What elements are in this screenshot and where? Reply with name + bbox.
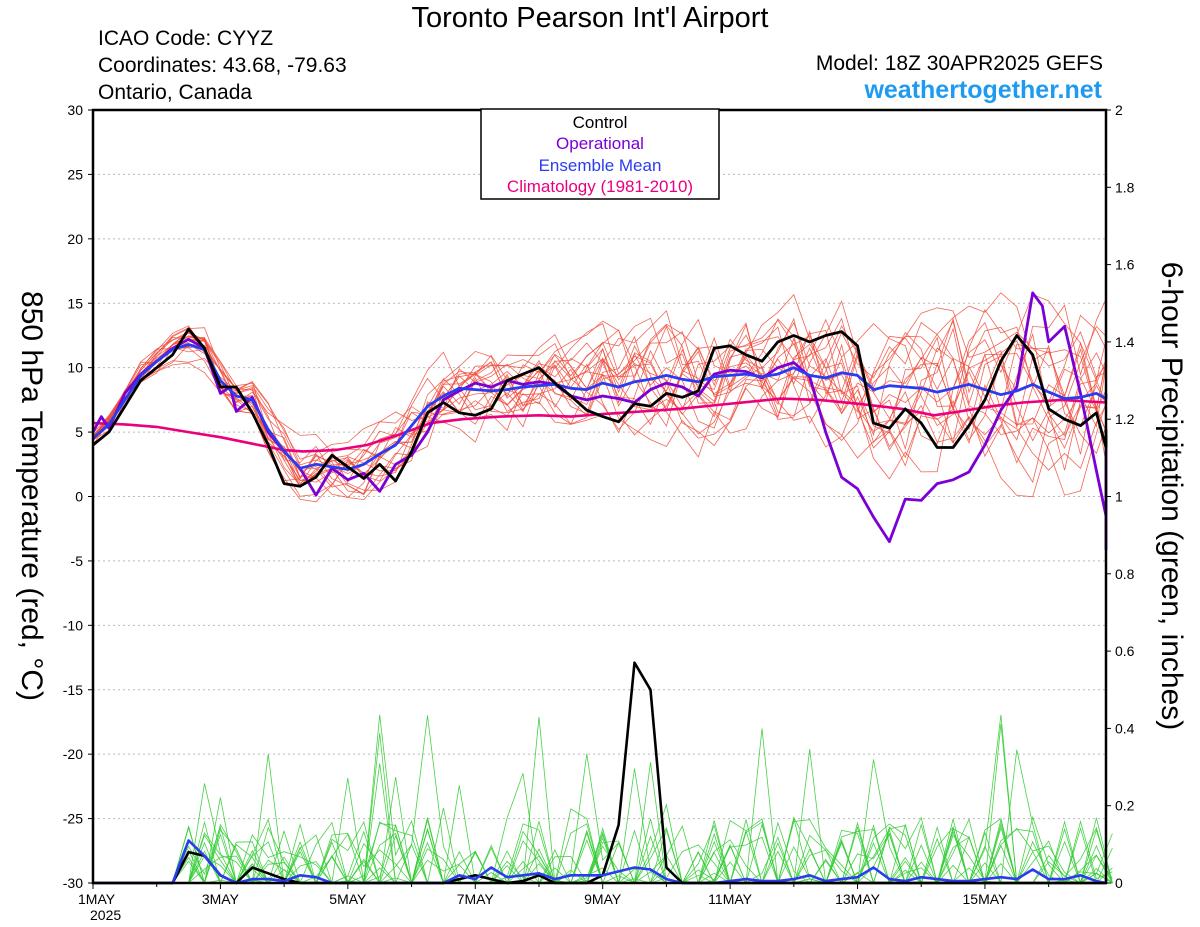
right-tick-label: 0.6	[1115, 643, 1135, 659]
model-run: Model: 18Z 30APR2025 GEFS	[815, 52, 1103, 75]
x-tick-label: 5MAY	[329, 891, 367, 907]
left-tick-label: -20	[63, 746, 83, 762]
left-tick-label: -5	[71, 553, 84, 569]
right-tick-label: 0.4	[1115, 720, 1135, 736]
legend-operational: Operational	[556, 134, 644, 153]
x-tick-label: 11MAY	[708, 891, 752, 907]
left-tick-label: 20	[67, 231, 83, 247]
icao-code: ICAO Code: CYYZ	[98, 27, 274, 50]
site-link[interactable]: weathertogether.net	[864, 76, 1102, 104]
right-tick-label: 1.2	[1115, 411, 1135, 427]
ensemble-member-temperature-line	[92, 322, 1107, 478]
grid-lines	[93, 173, 1106, 820]
x-tick-label: 7MAY	[457, 891, 495, 907]
right-axis: 2 1.8 1.6 1.4 1.2 1 0.8 0.6 0.4 0.2 0	[1106, 102, 1135, 891]
left-tick-label: 5	[75, 424, 83, 440]
series-ensemble-mean-precipitation	[93, 839, 1108, 885]
series-climatology-1981-2010	[92, 397, 1107, 453]
left-tick-label: 0	[75, 489, 83, 505]
legend-ensemble-mean: Ensemble Mean	[539, 156, 662, 175]
x-tick-label: 1MAY	[78, 891, 116, 907]
left-tick-label: 10	[67, 360, 83, 376]
right-tick-label: 0.2	[1115, 798, 1135, 814]
series-lines	[91, 291, 1108, 885]
left-tick-label: -15	[63, 682, 83, 698]
left-axis: 30 25 20 15 10 5 0 -5 -10 -15 -20 -25 -30	[63, 102, 93, 891]
ensemble-member-temperature-line	[92, 298, 1107, 489]
ensemble-member-temperature-line	[92, 293, 1107, 479]
x-tick-label: 9MAY	[584, 891, 622, 907]
right-tick-label: 0.8	[1115, 566, 1135, 582]
legend-box	[480, 108, 720, 200]
right-tick-label: 1.8	[1115, 179, 1135, 195]
right-tick-label: 1	[1115, 489, 1123, 505]
left-tick-label: -25	[63, 811, 83, 827]
chart-title: Toronto Pearson Int'l Airport	[411, 2, 769, 34]
legend: Control Operational Ensemble Mean Climat…	[480, 108, 720, 200]
legend-control: Control	[573, 113, 628, 132]
left-tick-label: -30	[63, 875, 83, 891]
x-year-label: 2025	[90, 907, 121, 923]
series-ensemble-mean	[92, 343, 1108, 471]
legend-climatology: Climatology (1981-2010)	[507, 177, 693, 196]
right-tick-label: 1.4	[1115, 334, 1135, 350]
station-coordinates: Coordinates: 43.68, -79.63	[98, 54, 347, 77]
ensemble-member-temperature-line	[92, 325, 1107, 482]
x-axis: 1MAY 3MAY 5MAY 7MAY 9MAY 11MAY 13MAY 15MAY 2025	[78, 883, 1050, 923]
ensemble-member-temperature-line	[92, 310, 1107, 472]
left-tick-label: 30	[67, 102, 83, 118]
left-tick-label: 25	[67, 166, 83, 182]
left-tick-label: 15	[67, 295, 83, 311]
station-region: Ontario, Canada	[98, 81, 253, 104]
ensemble-member-temperature-line	[92, 308, 1107, 496]
ensemble-member-precipitation-line	[93, 723, 1113, 885]
ensemble-member-precipitation-lines	[93, 714, 1113, 885]
right-tick-label: 0	[1115, 875, 1123, 891]
x-tick-label: 15MAY	[963, 891, 1009, 907]
left-tick-label: -10	[63, 617, 83, 633]
left-axis-title: 850 hPa Temperature (red, °C)	[15, 291, 48, 701]
right-tick-label: 2	[1115, 102, 1123, 118]
ensemble-member-temperature-line	[92, 317, 1107, 478]
right-axis-title: 6-hour Precipitation (green, inches)	[1155, 262, 1188, 731]
x-tick-label: 13MAY	[835, 891, 881, 907]
series-control	[92, 327, 1108, 488]
right-tick-label: 1.6	[1115, 257, 1135, 273]
x-tick-label: 3MAY	[202, 891, 240, 907]
